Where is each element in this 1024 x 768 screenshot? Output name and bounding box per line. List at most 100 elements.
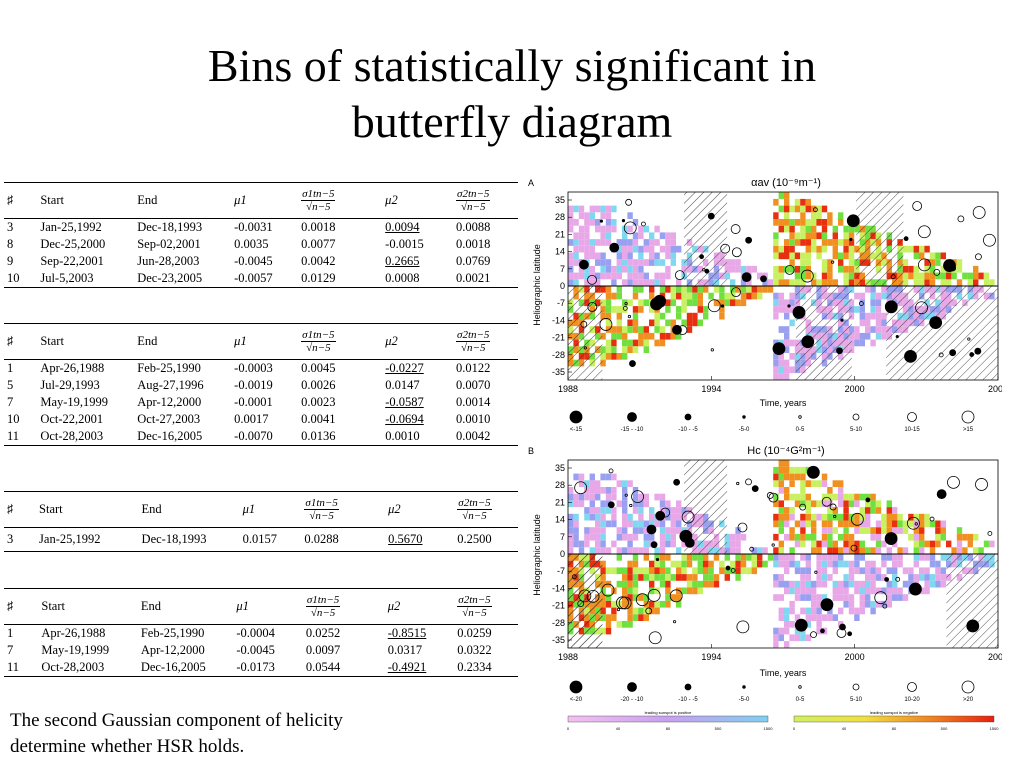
heat-cell [622,239,628,246]
heat-cell [784,520,790,528]
heat-cell [589,205,595,213]
legend-marker [684,683,692,691]
heat-cell [800,607,806,615]
heat-cell [794,232,801,240]
heat-cell [908,513,914,521]
heat-cell [595,205,601,213]
heat-cell [886,587,892,595]
table-row: 3 Jan-25,1992 Dec-18,1993 -0.0031 0.0018 0.00… [7,220,491,234]
heat-cell [821,272,828,280]
legend-label: 10-20 [904,697,920,703]
heat-cell [811,500,817,508]
heat-cell [616,319,622,327]
heat-cell [697,560,703,568]
heat-cell [589,219,595,226]
heat-cell [843,580,849,588]
heat-cell [778,272,784,280]
heat-cell [811,607,817,615]
heat-cell [897,594,903,601]
heat-cell [875,587,882,595]
heat-cell [956,259,963,266]
heat-cell [838,500,844,508]
heat-cell [686,292,693,300]
heat-cell [848,265,855,273]
heat-cell [940,580,946,588]
heat-cell [946,272,952,280]
heat-cell [681,259,687,266]
heat-cell [805,614,811,621]
heat-cell [789,607,795,615]
heat-cell [600,600,606,608]
heat-cell [800,594,806,601]
heat-cell [784,493,790,501]
heat-cell [816,580,822,588]
heat-cell [686,580,693,588]
heat-cell [730,279,736,286]
heat-cell [697,306,703,313]
heat-cell [892,507,898,514]
ytick-label: -7 [557,566,565,576]
heat-cell [821,259,828,266]
helicity-circle [579,259,589,270]
heat-cell [605,225,612,233]
heat-cell [778,265,784,273]
heat-cell [670,332,676,340]
heat-cell [773,359,779,367]
heat-cell [611,353,617,360]
heat-cell [676,507,682,514]
heat-cell [600,580,606,588]
helicity-circle [909,582,922,596]
heat-cell [865,574,871,581]
heat-cell [865,319,871,327]
colorbar-tick: 0 [793,726,796,731]
col-start: Start [37,182,135,219]
heat-cell [730,567,736,575]
heat-cell [605,259,612,266]
heat-cell [875,332,882,340]
heat-cell [643,614,649,621]
heat-cell [643,554,649,561]
heat-cell [595,547,601,554]
heat-cell [681,306,687,313]
table-row: 1 Apr-26,1988 Feb-25,1990 -0.0003 0.0045 -0.0… [7,361,491,375]
heat-cell [622,339,628,347]
heat-cell [584,232,590,240]
heat-cell [773,473,779,481]
heat-cell [832,594,838,601]
heat-cell [627,480,633,487]
heat-cell [886,580,892,588]
heat-cell [616,580,622,588]
heat-cell [832,279,838,286]
heat-cell [584,279,590,286]
heat-cell [578,205,585,213]
heat-cell [643,225,649,233]
heat-cell [821,205,828,213]
heat-cell [703,312,709,320]
heat-cell [875,292,882,300]
heat-cell [605,600,612,608]
col-num: ♯ [4,182,38,219]
heat-cell [902,245,909,253]
heat-cell [622,232,628,240]
heat-cell [649,587,655,595]
heat-cell [811,600,817,608]
heat-cell [784,339,790,347]
heat-cell [600,299,606,307]
heat-cell [784,513,790,521]
ytick-label: 0 [560,281,565,291]
heat-cell [627,520,633,528]
colorbar-left-label: leading sunspot is positive [645,710,692,715]
heat-cell [854,520,860,528]
heat-cell [805,493,811,501]
heat-cell [800,574,806,581]
heat-cell [838,259,844,266]
heat-cell [854,540,860,548]
heat-cell [805,239,811,246]
heat-cell [789,527,795,534]
heat-cell [794,540,801,548]
helicity-circle [766,492,774,499]
heat-cell [848,547,855,554]
heat-cell [811,219,817,226]
heat-cell [654,259,660,266]
heat-cell [838,587,844,595]
